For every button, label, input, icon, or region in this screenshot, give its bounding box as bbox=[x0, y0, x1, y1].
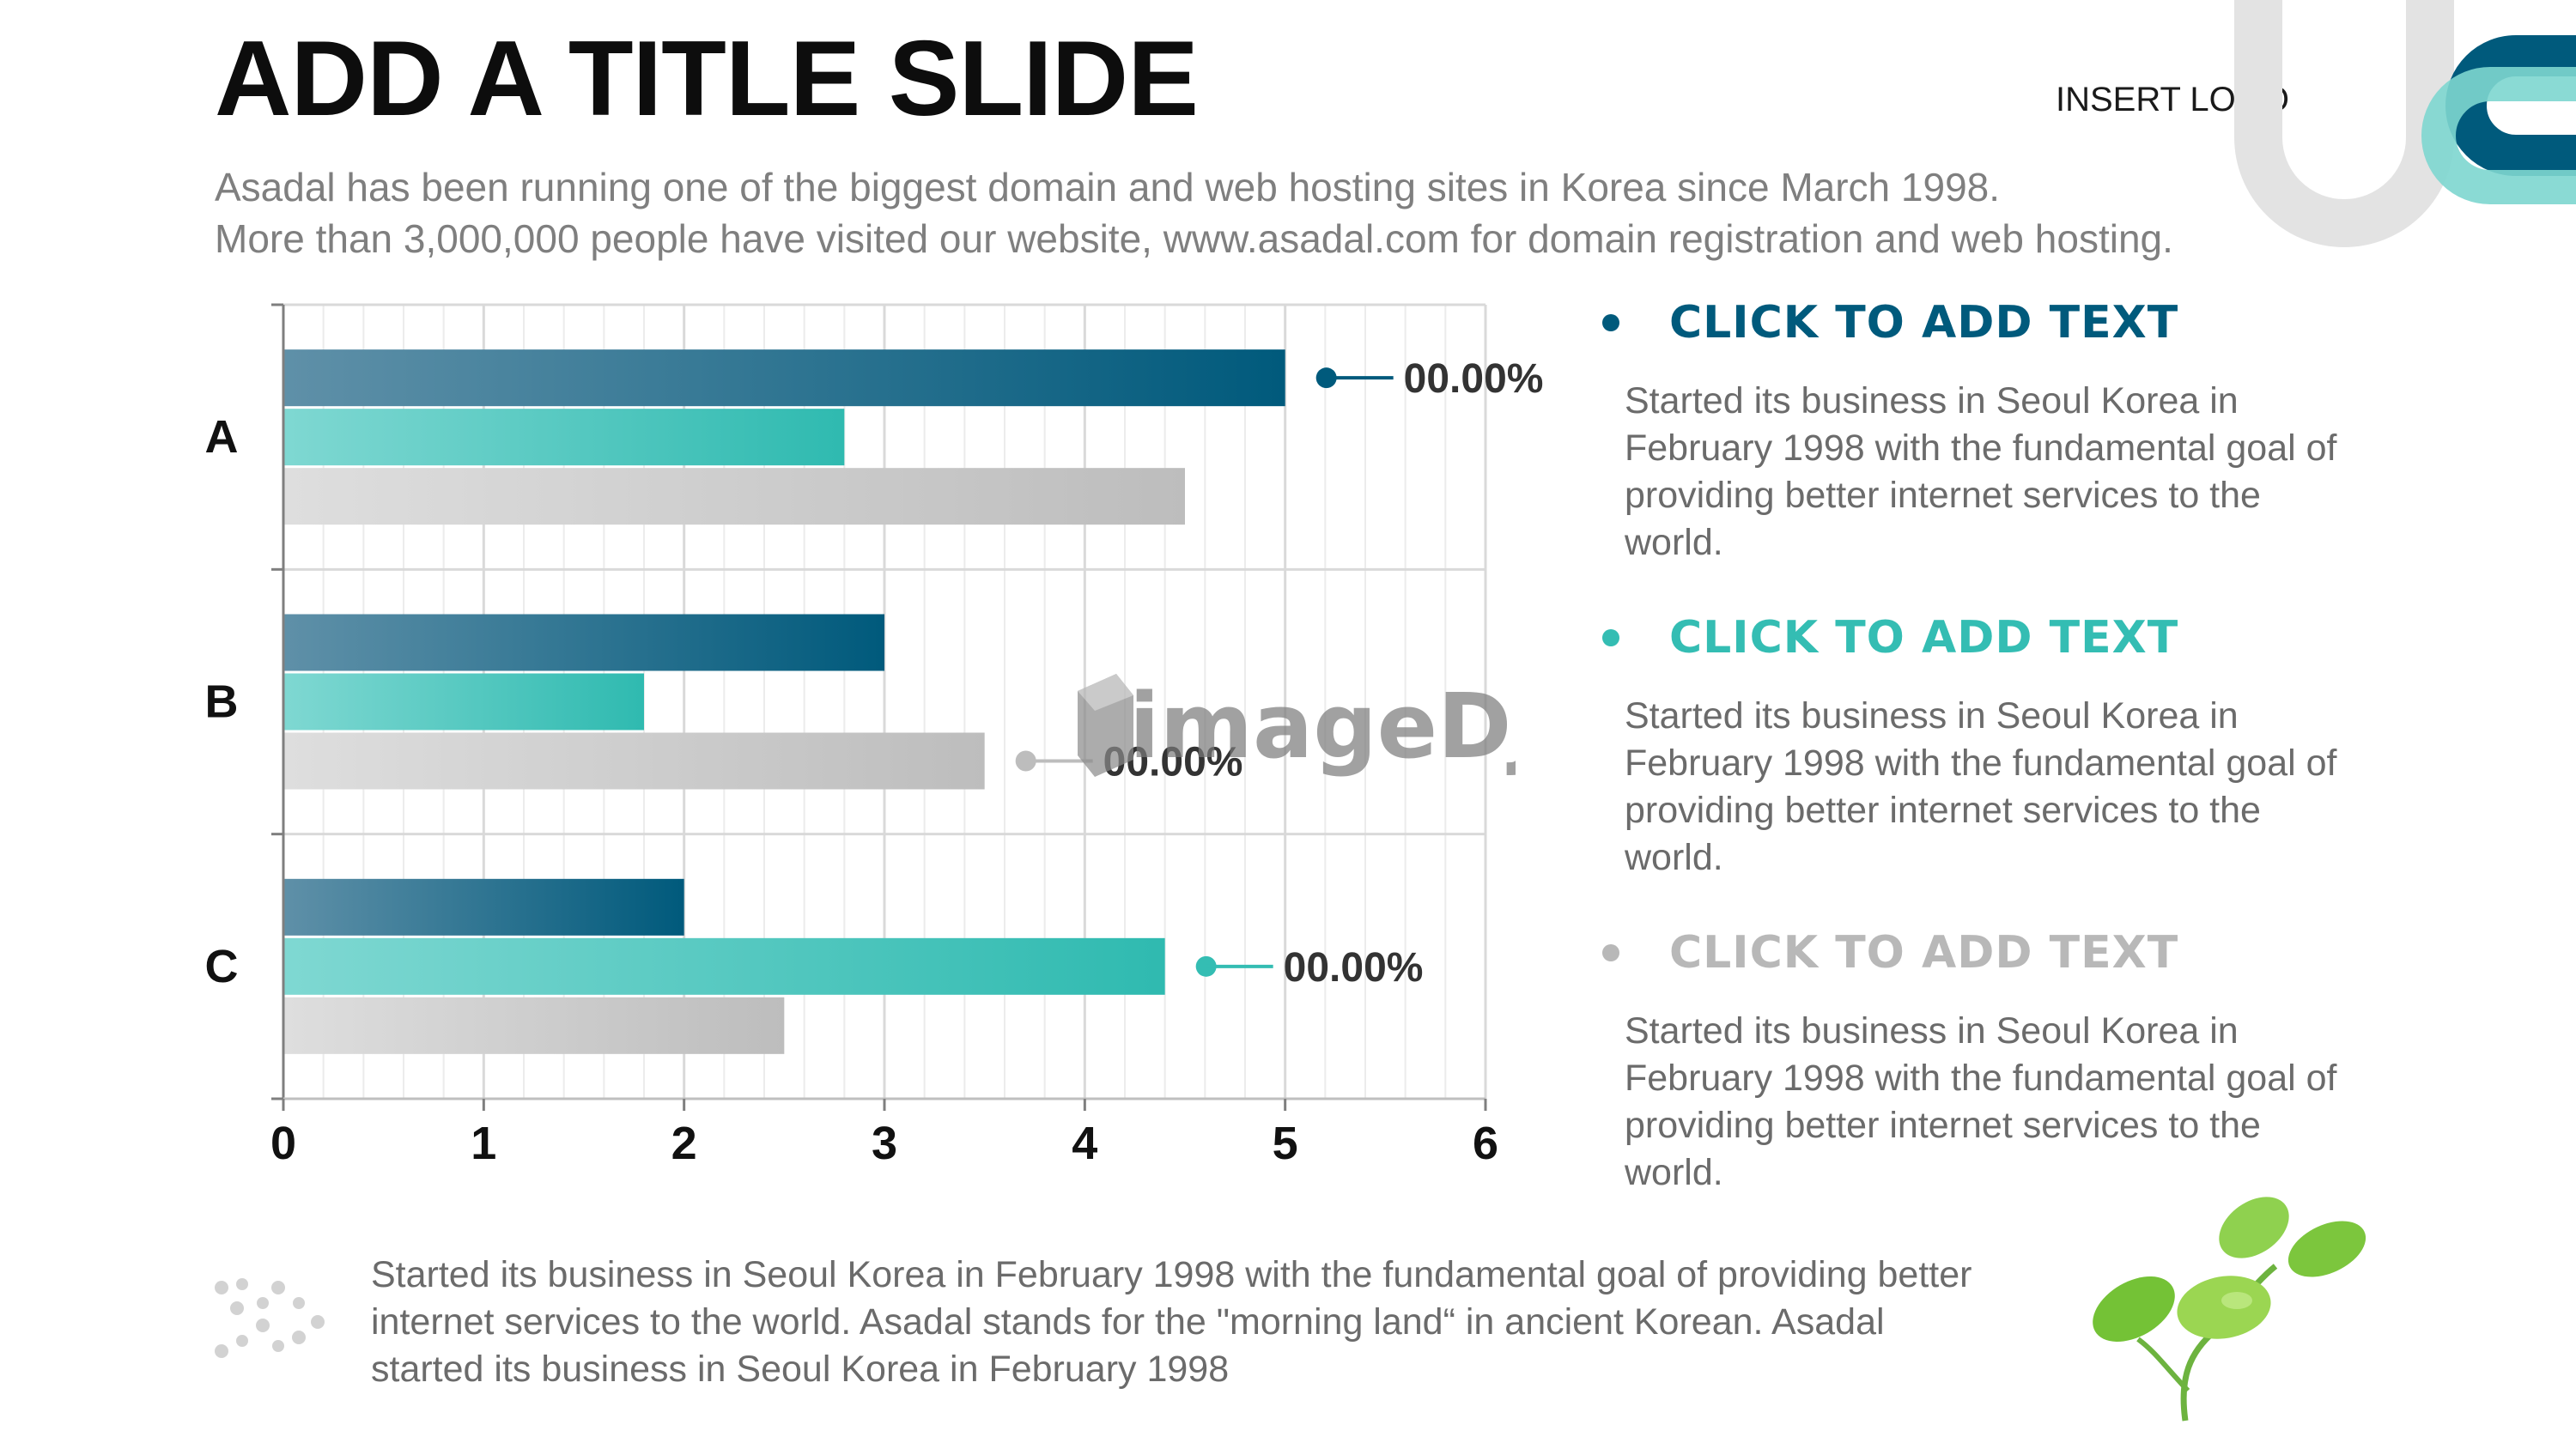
footer-paragraph: Started its business in Seoul Korea in F… bbox=[371, 1254, 1972, 1390]
logo-graphic bbox=[2234, 0, 2576, 247]
logo-teal-shape bbox=[2421, 67, 2576, 204]
slide-title: ADD A TITLE SLIDE bbox=[215, 20, 1199, 138]
subtitle-line-2: More than 3,000,000 people have visited … bbox=[215, 216, 2173, 261]
watermark: imageDJ bbox=[1078, 674, 1516, 779]
x-tick-label: 5 bbox=[1273, 1118, 1298, 1169]
bullet-title[interactable]: CLICK TO ADD TEXT bbox=[1669, 612, 2179, 664]
x-tick-label: 3 bbox=[872, 1118, 897, 1169]
logo-gray-u-shape bbox=[2234, 0, 2454, 247]
x-tick-label: 0 bbox=[270, 1118, 296, 1169]
bar-a-series-1 bbox=[283, 349, 1285, 407]
bullet-dot-icon bbox=[1602, 944, 1619, 961]
subtitle-line-1: Asadal has been running one of the bigge… bbox=[215, 165, 2001, 209]
category-label-a: A bbox=[205, 411, 239, 463]
x-tick-label: 4 bbox=[1072, 1118, 1097, 1169]
chart-axes bbox=[271, 303, 1487, 1111]
annotation-label: 00.00% bbox=[1404, 356, 1544, 402]
bullet-body: Started its business in Seoul Korea in F… bbox=[1625, 695, 2337, 878]
bullet-title[interactable]: CLICK TO ADD TEXT bbox=[1669, 927, 2179, 979]
x-tick-label: 1 bbox=[471, 1118, 496, 1169]
annotation-label: 00.00% bbox=[1284, 945, 1424, 991]
bar-b-series-2 bbox=[283, 673, 644, 731]
bar-c-series-3 bbox=[283, 997, 785, 1054]
bullet-dot-icon bbox=[1602, 629, 1619, 646]
category-label-c: C bbox=[205, 941, 239, 992]
bar-b-series-1 bbox=[283, 614, 884, 671]
bar-c-series-1 bbox=[283, 878, 684, 936]
watermark-text: imageDJ bbox=[1129, 674, 1516, 779]
x-tick-label: 6 bbox=[1473, 1118, 1498, 1169]
sprout-icon bbox=[2093, 1197, 2366, 1422]
bullet-body: Started its business in Seoul Korea in F… bbox=[1625, 380, 2337, 563]
chart-bars bbox=[283, 349, 1285, 1054]
x-tick-label: 2 bbox=[671, 1118, 697, 1169]
category-label-b: B bbox=[205, 676, 239, 728]
bar-c-series-2 bbox=[283, 937, 1165, 995]
bullet-title[interactable]: CLICK TO ADD TEXT bbox=[1669, 297, 2179, 349]
bar-a-series-3 bbox=[283, 468, 1185, 525]
dots-decoration-icon bbox=[215, 1278, 325, 1358]
bullet-body: Started its business in Seoul Korea in F… bbox=[1625, 1010, 2337, 1193]
bar-a-series-2 bbox=[283, 409, 845, 466]
bar-b-series-3 bbox=[283, 732, 985, 790]
bullet-dot-icon bbox=[1602, 314, 1619, 331]
